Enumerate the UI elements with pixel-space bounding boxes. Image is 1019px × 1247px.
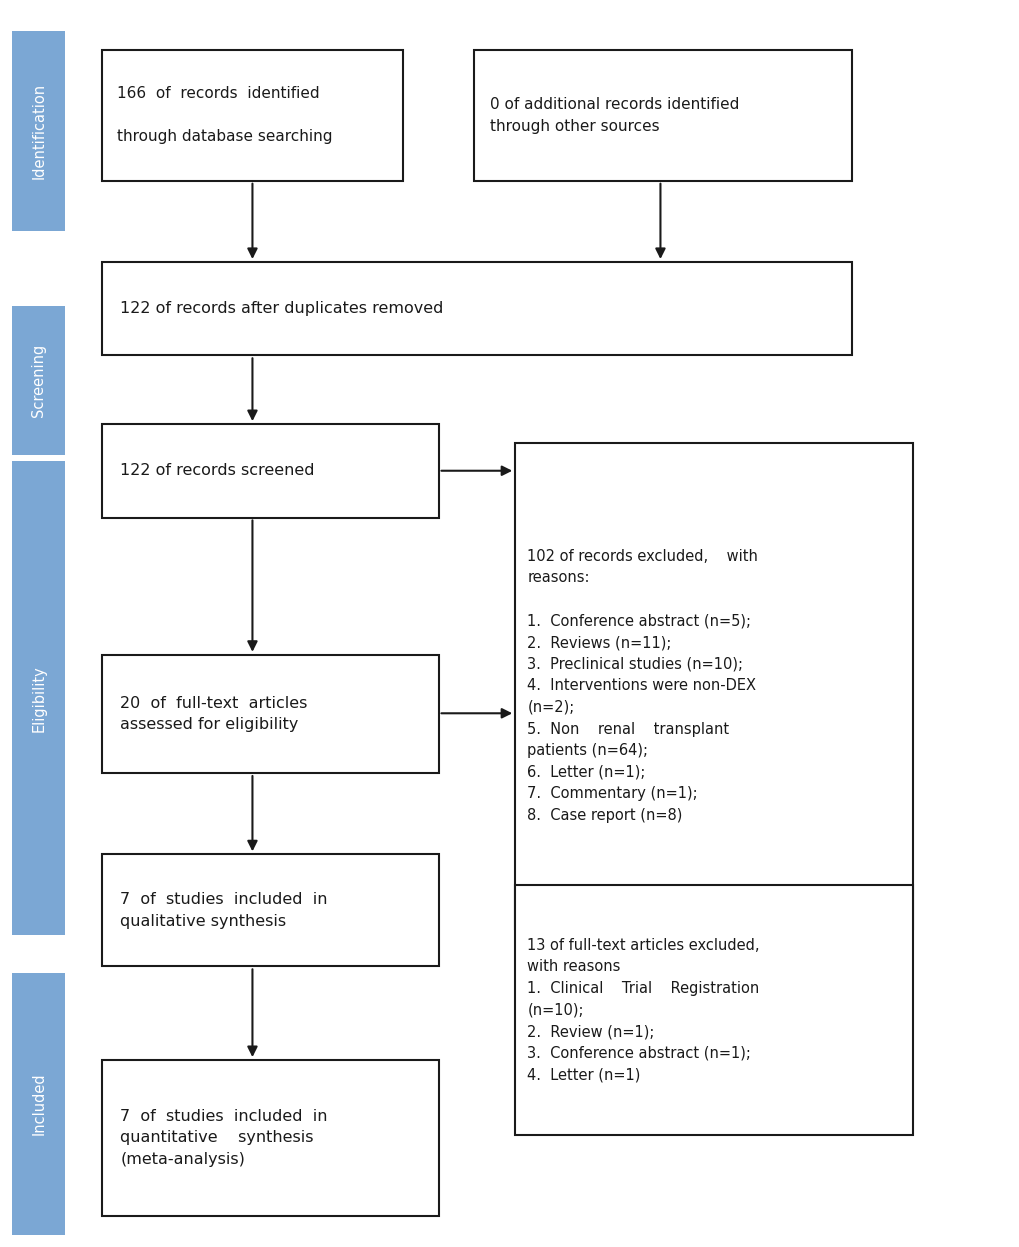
Bar [102, 1060, 438, 1216]
Bar [102, 854, 438, 966]
Text: 102 of records excluded,    with
reasons:

1.  Conference abstract (n=5);
2.  Re: 102 of records excluded, with reasons: 1… [527, 549, 757, 823]
Text: 0 of additional records identified
through other sources: 0 of additional records identified throu… [489, 97, 738, 133]
Text: 7  of  studies  included  in
quantitative    synthesis
(meta-analysis): 7 of studies included in quantitative sy… [120, 1109, 327, 1167]
Text: Identification: Identification [32, 82, 46, 180]
Bar [102, 424, 438, 518]
Text: Screening: Screening [32, 344, 46, 416]
Text: 122 of records screened: 122 of records screened [120, 463, 315, 479]
Text: 122 of records after duplicates removed: 122 of records after duplicates removed [120, 301, 443, 317]
Bar [474, 50, 851, 181]
Text: 13 of full-text articles excluded,
with reasons
1.  Clinical    Trial    Registr: 13 of full-text articles excluded, with … [527, 938, 759, 1082]
Bar [12, 306, 65, 455]
Bar [12, 31, 65, 231]
Text: Eligibility: Eligibility [32, 665, 46, 732]
Bar [12, 461, 65, 935]
Bar [102, 655, 438, 773]
Text: 20  of  full-text  articles
assessed for eligibility: 20 of full-text articles assessed for el… [120, 696, 308, 732]
Bar [12, 973, 65, 1235]
Bar [102, 50, 403, 181]
Text: Included: Included [32, 1072, 46, 1135]
Bar [515, 443, 912, 929]
Text: 7  of  studies  included  in
qualitative synthesis: 7 of studies included in qualitative syn… [120, 892, 327, 929]
Bar [102, 262, 851, 355]
Bar [515, 885, 912, 1135]
Text: 166  of  records  identified

through database searching: 166 of records identified through databa… [117, 86, 332, 145]
